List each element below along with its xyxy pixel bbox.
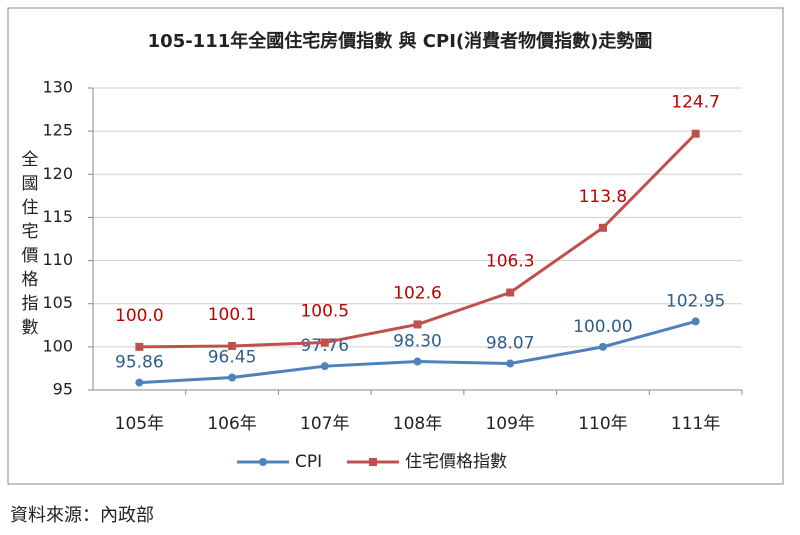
point	[691, 129, 700, 138]
x-tick-label: 110年	[578, 414, 627, 434]
data-label: 98.30	[393, 332, 442, 352]
y-tick-label: 110	[42, 250, 73, 269]
y-tick-label: 120	[42, 164, 73, 183]
source-note: 資料來源：內政部	[10, 505, 154, 526]
point	[506, 359, 515, 368]
legend-marker	[259, 458, 267, 466]
x-tick-label: 109年	[485, 414, 534, 434]
legend-marker	[369, 458, 377, 466]
data-label: 100.0	[115, 306, 164, 326]
x-tick-label: 108年	[393, 414, 442, 434]
y-tick-label: 100	[42, 336, 73, 355]
point	[598, 223, 607, 232]
point	[413, 320, 422, 329]
data-label: 98.07	[486, 334, 535, 354]
x-tick-label: 111年	[671, 414, 720, 434]
y-tick-label: 105	[42, 293, 73, 312]
point	[506, 288, 515, 297]
point	[228, 341, 237, 350]
point	[598, 342, 607, 351]
x-tick-label: 106年	[207, 414, 256, 434]
legend-label: CPI	[295, 452, 322, 472]
point	[135, 342, 144, 351]
x-tick-label: 105年	[115, 414, 164, 434]
data-label: 95.86	[115, 353, 164, 373]
y-tick-label: 115	[42, 207, 73, 226]
point	[320, 338, 329, 347]
legend-label: 住宅價格指數	[405, 452, 507, 472]
data-label: 100.00	[573, 317, 632, 337]
data-label: 100.5	[300, 302, 349, 322]
point	[691, 317, 700, 326]
chart-frame	[7, 7, 784, 485]
y-axis-label: 全國住宅價格指數	[22, 150, 39, 338]
data-label: 102.95	[666, 291, 725, 311]
y-tick-label: 125	[42, 121, 73, 140]
data-label: 113.8	[579, 187, 628, 207]
point	[320, 362, 329, 371]
point	[228, 373, 237, 382]
y-tick-label: 130	[42, 78, 73, 97]
y-tick-label: 95	[53, 380, 73, 399]
point	[135, 378, 144, 387]
data-label: 124.7	[671, 93, 720, 113]
chart-title: 105-111年全國住宅房價指數 與 CPI(消費者物價指數)走勢圖	[148, 30, 653, 52]
data-label: 102.6	[393, 283, 442, 303]
data-label: 100.1	[208, 305, 257, 325]
data-label: 96.45	[208, 347, 257, 367]
data-label: 106.3	[486, 251, 535, 271]
point	[413, 357, 422, 366]
x-tick-label: 107年	[300, 414, 349, 434]
